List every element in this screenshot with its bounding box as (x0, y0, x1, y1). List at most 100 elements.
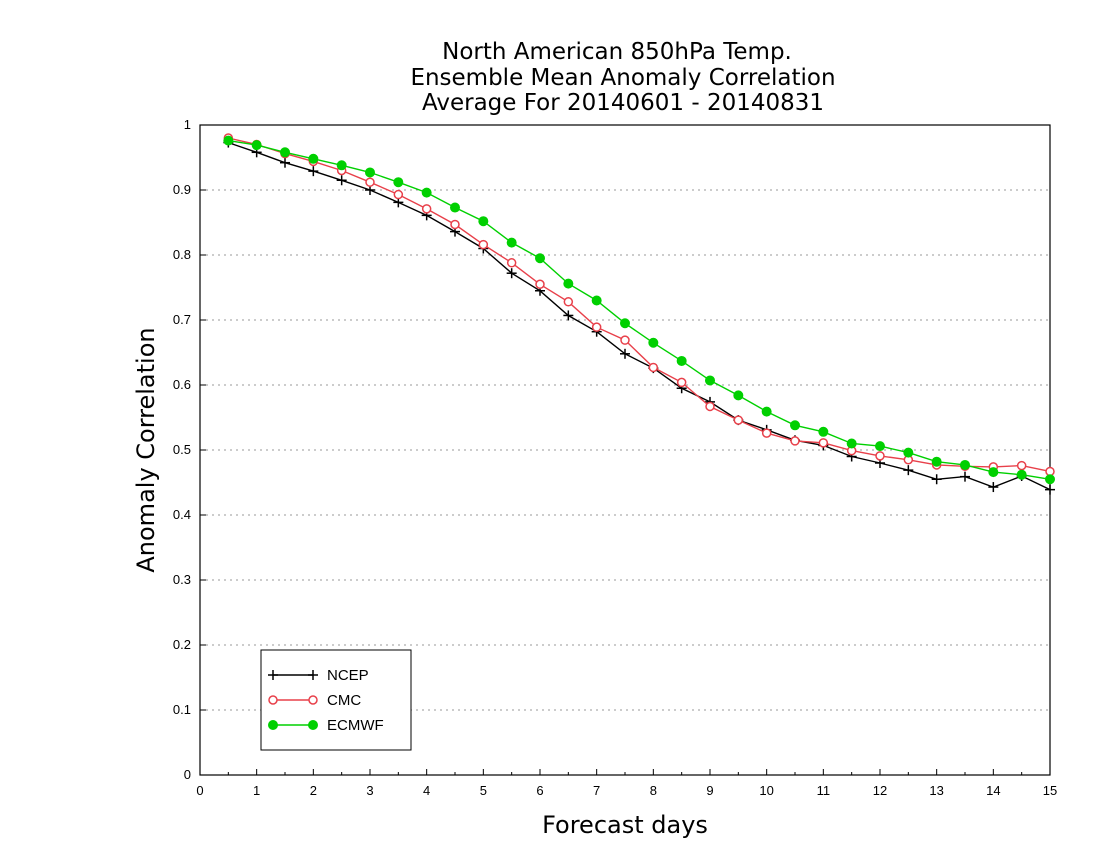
data-point-ecmwf (790, 420, 800, 431)
data-point-ncep (988, 482, 999, 493)
y-tick-label: 1 (184, 117, 191, 132)
data-point-ecmwf (251, 140, 262, 151)
series-line-ncep (228, 141, 1051, 491)
data-point-cmc (875, 451, 885, 461)
data-point-ecmwf (450, 202, 460, 213)
data-point-ecmwf (903, 447, 914, 458)
data-point-ncep (620, 348, 630, 359)
series-layer (223, 133, 1055, 495)
series-ecmwf (223, 135, 1055, 485)
x-tick-label: 15 (1043, 783, 1057, 798)
data-point-ecmwf (421, 187, 432, 198)
data-point-ncep (931, 474, 942, 485)
data-point-ecmwf (336, 160, 347, 171)
y-tick-label: 0 (184, 767, 191, 782)
y-tick-label: 0.3 (173, 572, 191, 587)
data-point-ecmwf (1016, 469, 1027, 480)
y-tick-label: 0.4 (173, 507, 191, 522)
data-point-ecmwf (365, 167, 375, 178)
data-point-cmc (506, 258, 517, 268)
data-point-cmc (421, 204, 432, 214)
data-point-cmc (450, 219, 460, 230)
data-point-ecmwf (1045, 474, 1055, 485)
legend-marker-cmc (308, 695, 318, 705)
gridlines (200, 189, 1050, 711)
series-line-ecmwf (228, 139, 1051, 480)
x-tick-label: 6 (536, 783, 543, 798)
data-point-ecmwf (393, 177, 404, 188)
data-point-ncep (506, 268, 517, 279)
data-point-ncep (1045, 484, 1055, 495)
x-axis-ticks: 0 1 2 3 4 5 6 7 8 9 10 11 12 13 14 15 (196, 769, 1057, 798)
x-tick-label: 2 (310, 783, 317, 798)
data-point-ecmwf (705, 375, 715, 386)
data-point-ecmwf (875, 441, 885, 452)
data-point-ecmwf (308, 153, 319, 164)
data-point-ecmwf (223, 135, 234, 146)
data-point-ecmwf (931, 456, 942, 467)
data-point-cmc (676, 377, 687, 388)
x-tick-label: 7 (593, 783, 600, 798)
data-point-cmc (648, 362, 659, 373)
y-tick-label: 0.5 (173, 442, 191, 457)
title-line-1: North American 850hPa Temp. (442, 39, 792, 65)
data-point-ncep (960, 471, 970, 482)
data-point-ncep (280, 157, 290, 168)
x-tick-label: 12 (873, 783, 887, 798)
x-axis-label: Forecast days (542, 811, 708, 839)
legend-marker-cmc (268, 695, 278, 705)
data-point-ecmwf (676, 355, 687, 366)
x-tick-label: 11 (817, 783, 831, 798)
data-point-cmc (591, 322, 602, 332)
data-point-ecmwf (620, 318, 630, 329)
data-point-ncep (563, 310, 574, 321)
series-cmc (223, 133, 1055, 477)
data-point-cmc (365, 177, 375, 187)
legend-label-cmc: CMC (327, 692, 361, 709)
data-point-cmc (563, 297, 574, 307)
data-point-ncep (336, 175, 347, 186)
x-tick-label: 13 (929, 783, 943, 798)
series-line-cmc (228, 137, 1051, 473)
legend: NCEP CMC ECMWF (260, 649, 412, 751)
data-point-cmc (705, 401, 715, 412)
legend-marker-ncep (308, 670, 318, 680)
y-tick-label: 0.2 (173, 637, 191, 652)
data-point-cmc (535, 279, 545, 289)
y-tick-label: 0.9 (173, 182, 191, 197)
x-tick-label: 10 (759, 783, 773, 798)
x-tick-label: 8 (650, 783, 657, 798)
data-point-ncep (903, 465, 914, 476)
legend-item-cmc: CMC (268, 692, 361, 709)
y-tick-label: 0.7 (173, 312, 191, 327)
data-point-ecmwf (960, 459, 970, 470)
y-axis-ticks: 0 0.1 0.2 0.3 0.4 0.5 0.6 0.7 0.8 0.9 1 (173, 117, 206, 782)
data-point-ecmwf (280, 147, 290, 158)
y-tick-label: 0.1 (173, 702, 191, 717)
x-tick-label: 4 (423, 783, 430, 798)
data-point-ncep (308, 166, 319, 177)
data-point-ecmwf (478, 216, 489, 227)
legend-marker-ecmwf (308, 720, 318, 730)
data-point-cmc (393, 189, 404, 200)
chart-title: North American 850hPa Temp. Ensemble Mea… (410, 39, 835, 116)
legend-label-ecmwf: ECMWF (327, 717, 384, 734)
data-point-ecmwf (846, 438, 857, 449)
y-tick-label: 0.8 (173, 247, 191, 262)
x-tick-label: 3 (366, 783, 373, 798)
y-tick-label: 0.6 (173, 377, 191, 392)
x-tick-label: 5 (480, 783, 487, 798)
data-point-cmc (790, 436, 800, 446)
data-point-ecmwf (761, 406, 772, 417)
data-point-ecmwf (733, 390, 744, 401)
legend-label-ncep: NCEP (327, 667, 369, 684)
y-axis-label: Anomaly Correlation (132, 327, 160, 572)
x-tick-label: 14 (986, 783, 1000, 798)
x-tick-label: 9 (706, 783, 713, 798)
data-point-cmc (818, 438, 829, 448)
data-point-ecmwf (535, 253, 545, 264)
data-point-cmc (761, 428, 772, 438)
data-point-cmc (1016, 460, 1027, 471)
data-point-ecmwf (818, 426, 829, 437)
